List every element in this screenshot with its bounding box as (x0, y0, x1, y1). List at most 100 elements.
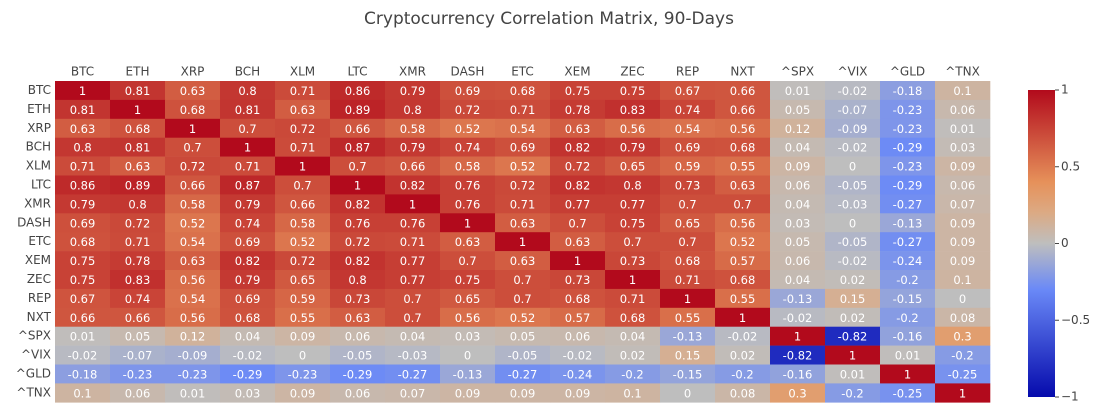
heatmap-cell (715, 156, 771, 176)
heatmap-cell (880, 137, 936, 157)
cell-label: -0.09 (838, 122, 868, 136)
y-tick-label: ^GLD (16, 366, 51, 380)
heatmap-cell (605, 364, 661, 384)
cell-label: 0.09 (290, 386, 316, 400)
cell-label: 0.59 (290, 292, 316, 306)
cell-label: 0.89 (125, 178, 151, 192)
cell-label: 0.81 (125, 84, 151, 98)
heatmap-cell (275, 156, 331, 176)
colorbar-tick-label: 0.5 (1061, 159, 1080, 173)
heatmap-cell (550, 364, 606, 384)
x-tick-label: ZEC (620, 65, 644, 79)
heatmap-cell (715, 81, 771, 101)
heatmap-cell (110, 81, 166, 101)
cell-label: -0.2 (896, 273, 918, 287)
cell-label: 0.05 (785, 103, 811, 117)
cell-label: 0.54 (180, 235, 206, 249)
heatmap-cell (165, 175, 221, 195)
cell-label: -0.02 (728, 330, 758, 344)
cell-label: 0.65 (675, 216, 701, 230)
x-tick-label: ETC (511, 65, 534, 79)
x-tick-label: ^TNX (945, 65, 980, 79)
heatmap-cell (715, 307, 771, 327)
heatmap-cell (880, 99, 936, 120)
heatmap-cell (550, 383, 606, 403)
heatmap-cell (330, 137, 386, 157)
heatmap-cell (165, 118, 221, 138)
heatmap-cell (220, 194, 276, 214)
heatmap-cell (880, 383, 936, 403)
cell-label: 1 (189, 122, 196, 136)
heatmap-cell (275, 307, 331, 327)
heatmap-cell (605, 81, 661, 101)
heatmap-cell (660, 175, 716, 195)
cell-label: 0.02 (620, 349, 646, 363)
heatmap-cell (220, 383, 276, 403)
heatmap-cell (165, 345, 221, 365)
cell-label: -0.13 (783, 292, 813, 306)
heatmap-cell (440, 118, 496, 138)
heatmap-cell (440, 345, 496, 365)
cell-label: 0.8 (73, 141, 91, 155)
cell-label: -0.07 (838, 103, 868, 117)
cell-label: 0.06 (950, 178, 976, 192)
heatmap-cell (440, 213, 496, 233)
colorbar-tick-label: 1 (1061, 83, 1069, 97)
cell-label: -0.23 (288, 367, 318, 381)
cell-label: -0.13 (453, 367, 483, 381)
cell-label: 0.66 (125, 311, 151, 325)
cell-label: -0.27 (508, 367, 538, 381)
cell-label: 0.82 (565, 141, 591, 155)
heatmap-cell (825, 194, 881, 214)
cell-label: 0.72 (345, 235, 371, 249)
cell-label: 0.74 (125, 292, 151, 306)
heatmap-cell (605, 175, 661, 195)
heatmap-cell (550, 118, 606, 138)
cell-label: -0.29 (893, 178, 923, 192)
cell-label: -0.23 (178, 367, 208, 381)
cell-label: -0.82 (838, 330, 868, 344)
heatmap-cell (220, 118, 276, 138)
heatmap-cell (165, 270, 221, 290)
heatmap-cell (110, 251, 166, 271)
heatmap-cell (55, 326, 111, 346)
cell-label: 0.59 (675, 160, 701, 174)
heatmap-cell (495, 270, 551, 290)
cell-label: 0.71 (70, 160, 96, 174)
heatmap-cell (55, 307, 111, 327)
heatmap-cell (220, 213, 276, 233)
cell-label: -0.05 (508, 349, 538, 363)
heatmap-cell (715, 383, 771, 403)
heatmap-cell (330, 81, 386, 101)
heatmap-cell (495, 156, 551, 176)
heatmap-cell (770, 213, 826, 233)
cell-label: 0.52 (510, 160, 536, 174)
cell-label: 0.72 (565, 160, 591, 174)
cell-label: 0.77 (400, 254, 426, 268)
colorbar-tick-label: −0.5 (1061, 313, 1090, 327)
cell-label: 0.02 (730, 349, 756, 363)
cell-label: 0.71 (235, 160, 261, 174)
cell-label: 0.63 (125, 160, 151, 174)
cell-label: 0.3 (953, 330, 971, 344)
cell-label: 0.58 (180, 197, 206, 211)
heatmap-cell (825, 345, 881, 365)
cell-label: 0.74 (455, 141, 481, 155)
cell-label: 0.79 (70, 197, 96, 211)
heatmap-cell (275, 270, 331, 290)
cell-label: 0.7 (458, 254, 476, 268)
heatmap-cell (880, 345, 936, 365)
heatmap-cell (550, 99, 606, 120)
heatmap-cell (110, 232, 166, 252)
heatmap-cell (385, 194, 441, 214)
heatmap-cell (880, 81, 936, 101)
heatmap-cell (770, 156, 826, 176)
heatmap-cell (440, 364, 496, 384)
cell-label: 0.01 (840, 367, 866, 381)
cell-label: 0.8 (403, 103, 421, 117)
heatmap-cell (55, 137, 111, 157)
heatmap-cell (385, 213, 441, 233)
heatmap-cell (605, 270, 661, 290)
heatmap-cell (165, 81, 221, 101)
heatmap-cell (110, 383, 166, 403)
